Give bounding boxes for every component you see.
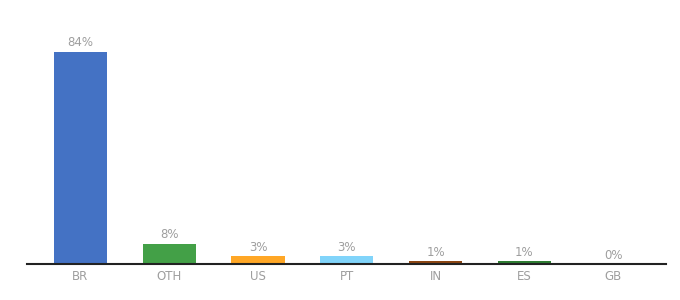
Text: 8%: 8% — [160, 228, 178, 241]
Text: 1%: 1% — [515, 246, 534, 259]
Bar — [498, 262, 551, 264]
Text: 3%: 3% — [249, 241, 267, 254]
Bar — [54, 52, 107, 264]
Text: 0%: 0% — [604, 249, 622, 262]
Text: 3%: 3% — [337, 241, 356, 254]
Bar — [143, 244, 196, 264]
Bar — [409, 262, 462, 264]
Text: 1%: 1% — [426, 246, 445, 259]
Bar — [231, 256, 285, 264]
Text: 84%: 84% — [67, 36, 93, 49]
Bar — [320, 256, 373, 264]
